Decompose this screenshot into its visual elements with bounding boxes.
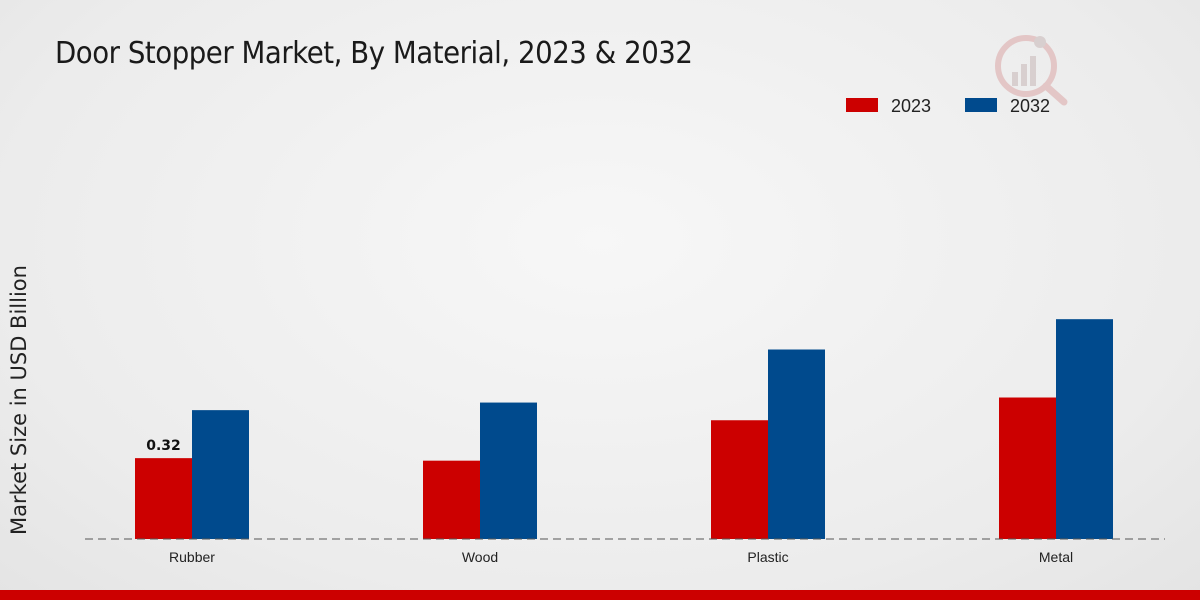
bar-plastic-2032 <box>768 349 825 539</box>
legend-swatch-2032 <box>965 98 997 112</box>
x-tick-label-wood: Wood <box>462 549 498 565</box>
legend-label-2032: 2032 <box>1010 96 1050 116</box>
y-axis-label: Market Size in USD Billion <box>7 265 31 535</box>
x-tick-label-metal: Metal <box>1039 549 1073 565</box>
bars-group <box>135 319 1113 539</box>
bar-metal-2023 <box>999 397 1056 539</box>
legend-label-2023: 2023 <box>891 96 931 116</box>
bottom-accent-bar <box>0 590 1200 600</box>
bar-metal-2032 <box>1056 319 1113 539</box>
chart-title: Door Stopper Market, By Material, 2023 &… <box>55 36 693 71</box>
bar-wood-2032 <box>480 402 537 539</box>
labels-group: Rubber Wood Plastic Metal 0.32 <box>146 438 1073 565</box>
brand-logo-icon <box>995 35 1068 106</box>
bar-rubber-2032 <box>192 410 249 539</box>
x-tick-label-plastic: Plastic <box>747 549 788 565</box>
legend: 2023 2032 <box>846 96 1050 116</box>
bar-wood-2023 <box>423 460 480 539</box>
bar-rubber-2023 <box>135 458 192 539</box>
data-label-rubber-2023: 0.32 <box>146 438 181 454</box>
legend-swatch-2023 <box>846 98 878 112</box>
x-tick-label-rubber: Rubber <box>169 549 215 565</box>
bar-plastic-2023 <box>711 420 768 539</box>
